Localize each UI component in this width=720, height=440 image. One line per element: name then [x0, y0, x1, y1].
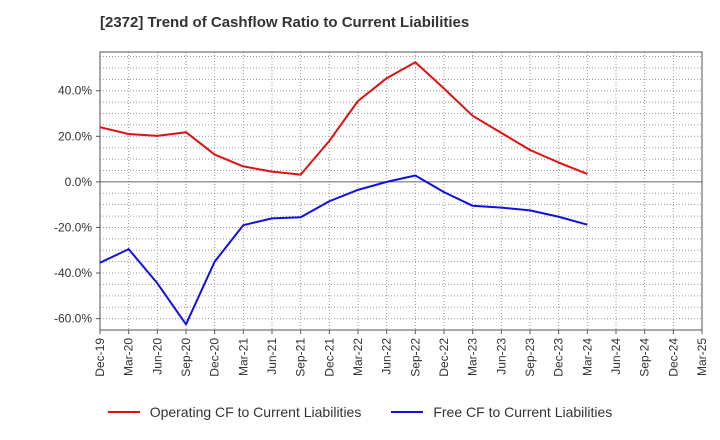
- x-tick-label: Mar-23: [466, 338, 480, 376]
- chart-title: [2372] Trend of Cashflow Ratio to Curren…: [100, 14, 470, 31]
- x-tick-label: Mar-25: [695, 338, 709, 376]
- y-tick-label: 40.0%: [58, 84, 92, 98]
- x-tick-label: Jun-21: [265, 338, 279, 375]
- legend: Operating CF to Current Liabilities Free…: [0, 404, 720, 420]
- plot-area: [100, 52, 702, 330]
- series-line-free-cf: [99, 174, 588, 326]
- x-tick-label: Dec-21: [322, 338, 336, 377]
- x-tick-label: Sep-22: [408, 338, 422, 377]
- x-tick-label: Sep-23: [523, 338, 537, 377]
- x-tick-label: Dec-24: [666, 338, 680, 377]
- x-tick-label: Mar-22: [351, 338, 365, 376]
- x-tick-label: Jun-22: [380, 338, 394, 375]
- x-tick-label: Mar-24: [580, 338, 594, 376]
- x-tick-label: Sep-24: [638, 338, 652, 377]
- x-tick-label: Sep-21: [294, 338, 308, 377]
- legend-label-operating-cf: Operating CF to Current Liabilities: [149, 404, 362, 420]
- x-tick-label: Dec-23: [552, 338, 566, 377]
- legend-swatch-operating-cf: [107, 411, 140, 413]
- x-tick-label: Jun-24: [609, 338, 623, 375]
- x-tick-label: Jun-20: [150, 338, 164, 375]
- y-tick-label: -20.0%: [54, 220, 92, 234]
- series-line-operating-cf: [99, 61, 588, 176]
- x-tick-label: Dec-19: [93, 338, 107, 377]
- legend-item-operating-cf: Operating CF to Current Liabilities: [107, 404, 362, 420]
- y-tick-label: -40.0%: [54, 266, 92, 280]
- x-tick-label: Dec-20: [208, 338, 222, 377]
- chart-plot: 40.0% 20.0% 0.0% -20.0% -40.0% -60.0%Dec-19 Ma…: [54, 51, 709, 377]
- y-tick-label: -60.0%: [54, 312, 92, 326]
- y-tick-label: 0.0%: [65, 175, 93, 189]
- x-tick-label: Jun-23: [494, 338, 508, 375]
- x-tick-label: Sep-20: [179, 338, 193, 377]
- y-tick-label: 20.0%: [58, 129, 92, 143]
- legend-item-free-cf: Free CF to Current Liabilities: [391, 404, 612, 420]
- plot-frame: [99, 51, 703, 331]
- x-tick-label: Mar-20: [122, 338, 136, 376]
- legend-label-free-cf: Free CF to Current Liabilities: [433, 404, 613, 420]
- legend-swatch-free-cf: [391, 411, 424, 413]
- x-tick-label: Mar-21: [236, 338, 250, 376]
- x-tick-label: Dec-22: [437, 338, 451, 377]
